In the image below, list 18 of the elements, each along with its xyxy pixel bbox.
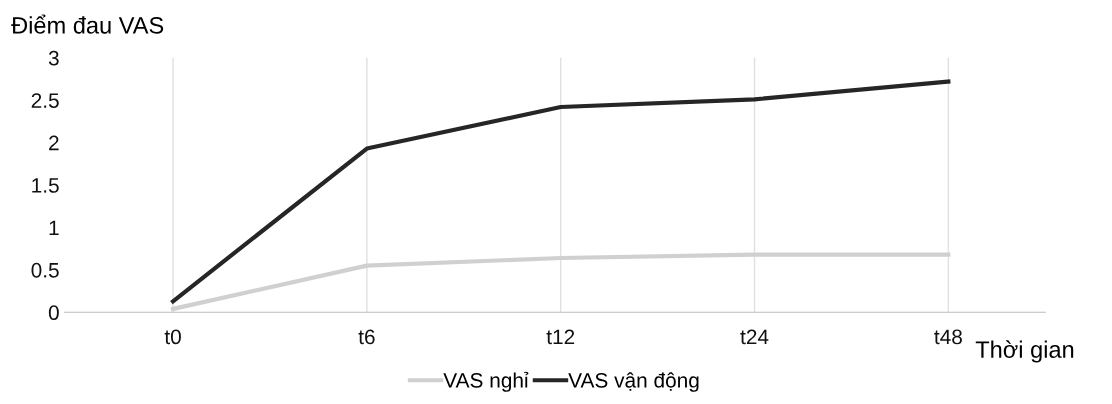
x-tick-label: t0 (164, 329, 181, 345)
x-tick-label: t6 (358, 329, 375, 345)
x-tick-label: t48 (934, 329, 962, 345)
legend-label: VAS vận động (568, 372, 699, 392)
legend-label: VAS nghỉ (443, 371, 529, 392)
line-series (170, 252, 951, 311)
x-tick-label: t12 (546, 329, 575, 345)
y-tick-label: 0.5 (31, 262, 59, 278)
y-tick-label: 2.5 (31, 93, 59, 108)
y-tick-label: 2 (49, 135, 59, 151)
y-tick-label: 0 (48, 305, 59, 321)
line-series (170, 79, 951, 304)
x-axis-title: Thời gian (975, 340, 1074, 363)
y-tick-label: 3 (48, 50, 59, 66)
y-axis-title: Điểm đau VAS (11, 14, 164, 34)
y-tick-label: 1 (49, 220, 59, 235)
y-tick-label: 1.5 (32, 178, 59, 193)
x-tick-label: t24 (740, 329, 769, 345)
